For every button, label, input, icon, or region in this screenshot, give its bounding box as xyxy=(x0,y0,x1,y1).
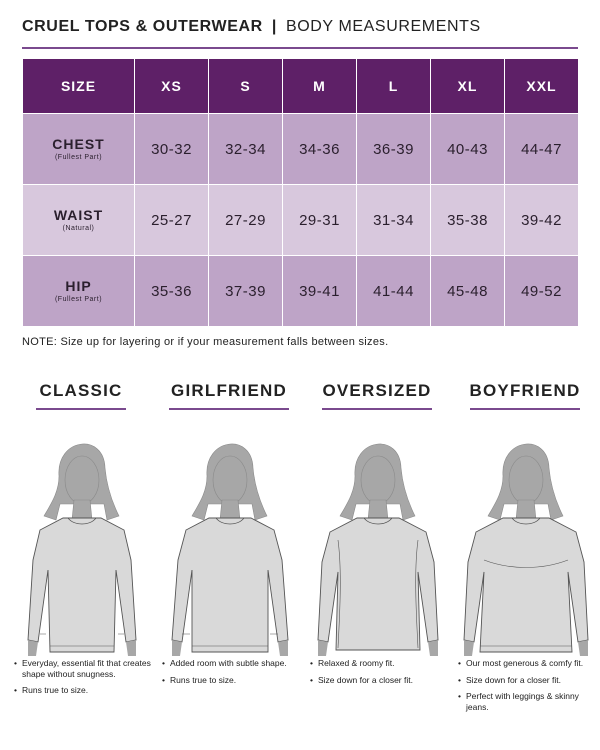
fit-girlfriend: GIRLFRIEND • Added room with subtle shape… xyxy=(154,380,304,685)
table-cell: 36-39 xyxy=(356,113,431,185)
table-cell: 31-34 xyxy=(356,184,431,256)
size-header-s: S xyxy=(208,58,283,114)
table-cell: 40-43 xyxy=(430,113,505,185)
list-item: • Runs true to size. xyxy=(162,674,237,685)
fit-title: GIRLFRIEND xyxy=(171,381,287,400)
fit-note-text: Everyday, essential fit that creates sha… xyxy=(22,658,151,679)
fit-notes-list: • Everyday, essential fit that creates sh… xyxy=(12,658,152,702)
sizing-note: NOTE: Size up for layering or if your me… xyxy=(22,336,389,348)
fit-title: BOYFRIEND xyxy=(469,381,581,400)
list-item: • Size down for a closer fit. xyxy=(458,674,561,685)
fit-oversized: OVERSIZED • Relaxed & roomy fit. • Size do… xyxy=(302,380,452,685)
fit-notes-list: • Our most generous & comfy fit. • Size do… xyxy=(456,658,596,718)
list-item: • Runs true to size. xyxy=(14,685,89,695)
size-chart-table: SIZE XS S M L XL XXL CHEST (Fullest Part… xyxy=(22,58,579,327)
fit-note-text: Size down for a closer fit. xyxy=(318,674,413,685)
row-header-waist: WAIST (Natural) xyxy=(22,184,135,256)
table-cell: 44-47 xyxy=(504,113,579,185)
fit-notes-list: • Added room with subtle shape. • Runs tru… xyxy=(160,658,300,691)
table-cell: 37-39 xyxy=(208,255,283,327)
table-cell: 39-41 xyxy=(282,255,357,327)
fit-note-text: Our most generous & comfy fit. xyxy=(466,658,584,668)
size-column-header: SIZE xyxy=(22,58,135,114)
fit-guide: CLASSIC • Everyday, essential fit that cr… xyxy=(0,380,600,750)
fit-title: CLASSIC xyxy=(39,381,123,400)
fit-boyfriend: BOYFRIEND • Our most generous & comfy fit… xyxy=(450,380,600,712)
table-row-chest: CHEST (Fullest Part) 30-32 32-34 34-36 3… xyxy=(22,113,579,185)
table-cell: 35-38 xyxy=(430,184,505,256)
fit-notes-list: • Relaxed & roomy fit. • Size down for a c… xyxy=(308,658,448,691)
row-sublabel: (Fullest Part) xyxy=(54,154,103,161)
table-cell: 35-36 xyxy=(134,255,209,327)
boyfriend-fit-illustration xyxy=(463,443,589,656)
size-header-m: M xyxy=(282,58,357,114)
row-sublabel: (Fullest Part) xyxy=(54,296,103,303)
list-item: • Size down for a closer fit. xyxy=(310,674,413,685)
fit-title-underline xyxy=(322,408,432,410)
table-header-row: SIZE XS S M L XL XXL xyxy=(22,58,579,114)
girlfriend-fit-illustration xyxy=(171,443,289,656)
table-cell: 30-32 xyxy=(134,113,209,185)
table-row-waist: WAIST (Natural) 25-27 27-29 29-31 31-34 … xyxy=(22,184,579,256)
list-item: • Relaxed & roomy fit. xyxy=(310,658,395,668)
fit-note-text: Runs true to size. xyxy=(170,674,237,685)
table-cell: 27-29 xyxy=(208,184,283,256)
table-cell: 45-48 xyxy=(430,255,505,327)
row-label: HIP xyxy=(65,278,92,294)
row-header-chest: CHEST (Fullest Part) xyxy=(22,113,135,185)
classic-fit-illustration xyxy=(27,443,137,656)
page-header: CRUEL TOPS & OUTERWEAR | BODY MEASUREMEN… xyxy=(22,18,578,49)
list-item: • Everyday, essential fit that creates sh… xyxy=(14,658,151,679)
size-header-xxl: XXL xyxy=(504,58,579,114)
page-title: CRUEL TOPS & OUTERWEAR | BODY MEASUREMEN… xyxy=(22,18,578,36)
fit-title-underline xyxy=(169,408,289,410)
table-cell: 41-44 xyxy=(356,255,431,327)
brand-title: CRUEL TOPS & OUTERWEAR xyxy=(22,18,263,35)
row-header-hip: HIP (Fullest Part) xyxy=(22,255,135,327)
fit-note-text: Runs true to size. xyxy=(22,685,89,695)
fit-title-underline xyxy=(36,408,126,410)
oversized-fit-illustration xyxy=(317,443,439,656)
table-cell: 29-31 xyxy=(282,184,357,256)
page-subtitle: BODY MEASUREMENTS xyxy=(285,18,481,35)
size-header-xs: XS xyxy=(134,58,209,114)
header-divider xyxy=(22,47,578,49)
table-row-hip: HIP (Fullest Part) 35-36 37-39 39-41 41-… xyxy=(22,255,579,327)
fit-note-text: Size down for a closer fit. xyxy=(466,674,561,685)
table-cell: 49-52 xyxy=(504,255,579,327)
table-cell: 34-36 xyxy=(282,113,357,185)
fit-note-text: Perfect with leggings & skinny jeans. xyxy=(466,691,579,712)
fit-note-text: Added room with subtle shape. xyxy=(170,658,287,668)
row-label: WAIST xyxy=(53,207,104,223)
list-item: • Our most generous & comfy fit. xyxy=(458,658,584,668)
list-item: • Added room with subtle shape. xyxy=(162,658,287,668)
size-header-xl: XL xyxy=(430,58,505,114)
size-header-l: L xyxy=(356,58,431,114)
fit-classic: CLASSIC • Everyday, essential fit that cr… xyxy=(6,380,156,695)
row-label: CHEST xyxy=(52,136,105,152)
table-cell: 39-42 xyxy=(504,184,579,256)
fit-title: OVERSIZED xyxy=(322,381,432,400)
fit-note-text: Relaxed & roomy fit. xyxy=(318,658,395,668)
table-cell: 25-27 xyxy=(134,184,209,256)
title-separator: | xyxy=(271,18,277,35)
table-cell: 32-34 xyxy=(208,113,283,185)
row-sublabel: (Natural) xyxy=(62,225,95,232)
fit-title-underline xyxy=(470,408,580,410)
list-item: • Perfect with leggings & skinny jeans. xyxy=(458,691,579,712)
